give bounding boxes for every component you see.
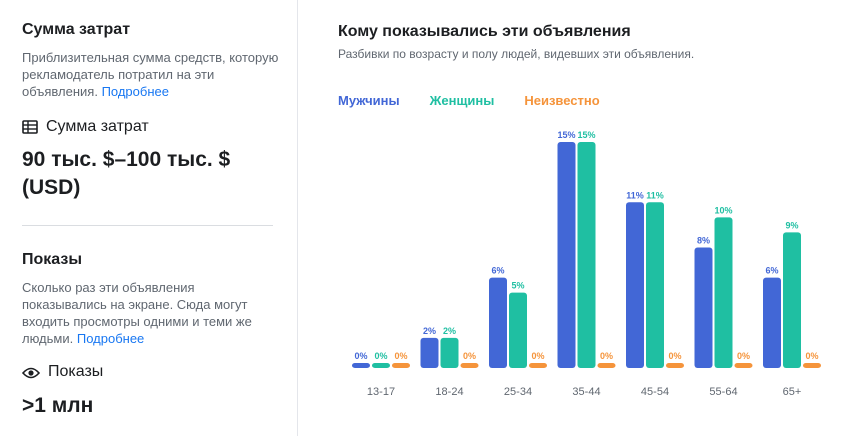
bar-18-24-1[interactable] xyxy=(440,337,459,368)
bar-55-64-0[interactable] xyxy=(694,247,713,368)
x-tick-label: 55-64 xyxy=(709,386,737,398)
bar-value-label: 0% xyxy=(354,351,367,361)
x-tick-label: 18-24 xyxy=(435,386,463,398)
audience-title: Кому показывались эти объявления xyxy=(338,23,631,40)
impressions-description: Сколько раз эти объявления показывались … xyxy=(22,280,252,346)
bar-35-44-1[interactable] xyxy=(577,142,596,368)
bar-45-54-2[interactable] xyxy=(666,363,684,368)
bar-18-24-0[interactable] xyxy=(420,337,439,368)
bar-value-label: 15% xyxy=(577,130,595,140)
impressions-metric-row: Показы xyxy=(21,363,104,381)
bar-25-34-0[interactable] xyxy=(489,277,507,368)
bar-13-17-1[interactable] xyxy=(372,363,390,368)
bar-value-label: 0% xyxy=(374,351,387,361)
money-icon xyxy=(22,120,38,134)
spend-value: 90 тыс. $–100 тыс. $ (USD) xyxy=(22,148,231,199)
bar-value-label: 2% xyxy=(423,326,436,336)
x-tick-label: 45-54 xyxy=(641,386,669,398)
bar-25-34-2[interactable] xyxy=(529,363,547,368)
bar-45-54-0[interactable] xyxy=(626,202,644,368)
bar-65+-2[interactable] xyxy=(803,363,821,368)
bar-value-label: 0% xyxy=(463,351,476,361)
bar-value-label: 0% xyxy=(394,351,407,361)
x-tick-label: 65+ xyxy=(783,386,802,398)
bar-55-64-1[interactable] xyxy=(714,217,733,368)
bar-value-label: 11% xyxy=(646,190,664,200)
audience-panel: Кому показывались эти объявления Разбивк… xyxy=(298,0,845,436)
bar-value-label: 9% xyxy=(785,220,798,230)
legend-item-female[interactable]: Женщины xyxy=(429,93,495,108)
bar-value-label: 15% xyxy=(557,130,575,140)
bar-value-label: 2% xyxy=(443,326,456,336)
age-gender-bar-chart: 0% 0% 0% 13-17 2% 2% 0% 18-24 6% 5% 0% 25-34 15% 15% 0… xyxy=(352,130,821,398)
eye-icon xyxy=(21,366,41,379)
bar-18-24-2[interactable] xyxy=(460,363,479,368)
legend-item-male[interactable]: Мужчины xyxy=(338,93,400,108)
audience-subtitle: Разбивки по возрасту и полу людей, видев… xyxy=(338,47,695,61)
impressions-metric-label: Показы xyxy=(48,363,104,380)
bar-value-label: 0% xyxy=(600,351,613,361)
bar-65+-1[interactable] xyxy=(783,232,801,368)
bar-value-label: 5% xyxy=(511,281,524,291)
bar-value-label: 6% xyxy=(491,266,504,276)
bar-65+-0[interactable] xyxy=(763,277,781,368)
bar-value-label: 8% xyxy=(697,235,710,245)
spend-more-link[interactable]: Подробнее xyxy=(101,84,169,99)
summary-panel: Сумма затрат Приблизительная сумма средс… xyxy=(0,0,298,436)
spend-metric-row: Сумма затрат xyxy=(22,118,149,136)
bar-35-44-0[interactable] xyxy=(557,142,576,368)
spend-title: Сумма затрат xyxy=(22,21,131,38)
chart-legend: Мужчины Женщины Неизвестно xyxy=(338,93,600,108)
spend-metric-label: Сумма затрат xyxy=(46,118,149,135)
x-tick-label: 13-17 xyxy=(367,386,395,398)
bar-25-34-1[interactable] xyxy=(509,292,527,368)
bar-value-label: 11% xyxy=(626,190,644,200)
x-tick-label: 35-44 xyxy=(572,386,600,398)
spend-description: Приблизительная сумма средств, которую р… xyxy=(22,50,279,99)
bar-35-44-2[interactable] xyxy=(597,363,616,368)
x-tick-label: 25-34 xyxy=(504,386,532,398)
bar-value-label: 0% xyxy=(737,351,750,361)
bar-value-label: 10% xyxy=(714,205,732,215)
bar-value-label: 0% xyxy=(805,351,818,361)
bar-13-17-2[interactable] xyxy=(392,363,410,368)
bar-value-label: 0% xyxy=(531,351,544,361)
divider xyxy=(22,225,273,226)
bar-13-17-0[interactable] xyxy=(352,363,370,368)
impressions-more-link[interactable]: Подробнее xyxy=(76,331,145,346)
legend-item-unknown[interactable]: Неизвестно xyxy=(524,93,600,108)
impressions-value: >1 млн xyxy=(22,394,94,417)
bar-55-64-2[interactable] xyxy=(734,363,753,368)
bar-45-54-1[interactable] xyxy=(646,202,664,368)
bar-value-label: 6% xyxy=(765,266,778,276)
impressions-title: Показы xyxy=(22,251,82,268)
bar-value-label: 0% xyxy=(668,351,681,361)
